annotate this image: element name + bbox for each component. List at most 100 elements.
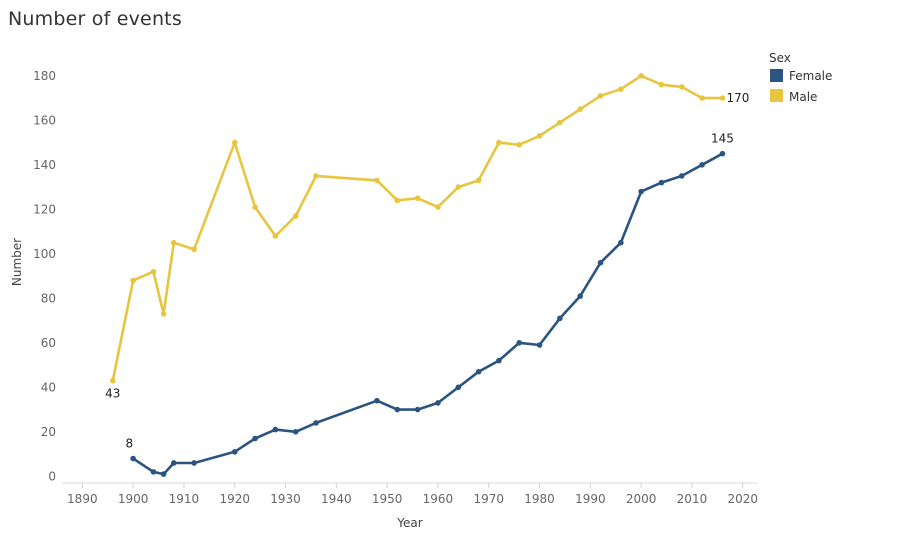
first-value-label-male: 43 (105, 387, 120, 401)
data-point-male[interactable] (678, 84, 685, 90)
data-point-female[interactable] (496, 357, 502, 364)
data-point-male[interactable] (414, 195, 421, 201)
legend: Sex Female Male (769, 51, 832, 104)
data-point-female[interactable] (191, 460, 197, 466)
data-point-female[interactable] (435, 400, 441, 406)
data-point-male[interactable] (150, 268, 157, 275)
data-point-female[interactable] (719, 150, 726, 157)
y-tick-label: 140 (33, 158, 56, 172)
x-tick-label: 1960 (423, 492, 454, 506)
data-point-male[interactable] (394, 197, 401, 204)
y-tick-label: 80 (41, 291, 56, 305)
data-point-female[interactable] (455, 384, 462, 391)
data-point-female[interactable] (658, 179, 665, 186)
y-tick-label: 160 (33, 113, 56, 127)
y-tick-label: 0 (48, 469, 56, 483)
data-labels: 8 145 43 170 (105, 91, 749, 450)
series-layer (110, 73, 726, 477)
data-point-male[interactable] (496, 139, 502, 146)
data-point-male[interactable] (160, 311, 167, 317)
data-point-female[interactable] (252, 435, 258, 442)
data-point-male[interactable] (577, 106, 583, 112)
x-tick-label: 1900 (118, 492, 149, 506)
data-point-female[interactable] (170, 460, 177, 466)
data-point-male[interactable] (272, 233, 279, 239)
data-point-male[interactable] (658, 81, 665, 88)
x-tick-label: 1940 (321, 492, 352, 506)
data-point-female[interactable] (699, 162, 705, 168)
legend-label-female[interactable]: Female (789, 69, 832, 83)
x-tick-label: 1980 (524, 492, 555, 506)
data-point-male[interactable] (455, 184, 462, 190)
data-point-male[interactable] (252, 204, 258, 210)
data-point-male[interactable] (618, 86, 624, 92)
x-axis-title: Year (396, 516, 422, 530)
data-point-female[interactable] (272, 426, 279, 433)
data-point-female[interactable] (577, 293, 583, 299)
series-line-female (131, 152, 724, 476)
data-point-female[interactable] (394, 406, 401, 413)
x-tick-label: 2020 (727, 492, 758, 506)
y-tick-label: 120 (33, 202, 56, 216)
legend-swatch-male (770, 89, 783, 102)
last-value-label-male: 170 (726, 91, 749, 105)
data-point-male[interactable] (699, 95, 705, 101)
x-tick-label: 1930 (270, 492, 301, 506)
data-point-female[interactable] (292, 429, 299, 435)
data-point-male[interactable] (292, 213, 299, 219)
legend-swatch-female (770, 69, 783, 82)
data-point-male[interactable] (536, 133, 543, 139)
data-point-female[interactable] (475, 368, 482, 375)
x-axis-ticks: 1890 1900 1910 1920 1930 1940 1950 1960 1970 1980… (67, 483, 758, 506)
data-point-female[interactable] (638, 188, 644, 195)
data-point-male[interactable] (110, 377, 116, 384)
data-point-female[interactable] (231, 449, 238, 455)
data-point-female[interactable] (678, 173, 685, 179)
data-point-female[interactable] (557, 315, 563, 322)
data-point-female[interactable] (536, 342, 543, 348)
x-tick-label: 1910 (169, 492, 200, 506)
y-axis-title: Number (10, 238, 24, 286)
x-tick-label: 1920 (219, 492, 250, 506)
first-value-label-female: 8 (125, 437, 133, 451)
data-point-female[interactable] (516, 340, 523, 346)
data-point-male[interactable] (719, 95, 726, 101)
y-axis-ticks: 0 20 40 60 80 100 120 140 160 180 (33, 69, 56, 484)
y-tick-label: 20 (41, 425, 56, 439)
data-point-male[interactable] (557, 119, 563, 126)
chart-title: Number of events (8, 8, 182, 30)
data-point-female[interactable] (597, 259, 604, 266)
last-value-label-female: 145 (711, 132, 734, 146)
data-point-female[interactable] (150, 469, 157, 475)
x-tick-label: 2010 (677, 492, 708, 506)
x-tick-label: 1890 (67, 492, 98, 506)
legend-label-male[interactable]: Male (789, 90, 817, 104)
data-point-male[interactable] (638, 73, 644, 79)
data-point-female[interactable] (374, 397, 380, 404)
data-point-female[interactable] (130, 455, 136, 462)
data-point-female[interactable] (414, 406, 421, 413)
data-point-male[interactable] (374, 177, 380, 184)
x-tick-label: 1970 (473, 492, 504, 506)
data-point-male[interactable] (170, 239, 177, 246)
x-tick-label: 2000 (626, 492, 657, 506)
x-tick-label: 1990 (575, 492, 606, 506)
data-point-male[interactable] (130, 277, 136, 284)
data-point-female[interactable] (618, 239, 624, 246)
data-point-male[interactable] (191, 246, 197, 253)
data-point-male[interactable] (475, 177, 482, 184)
data-point-male[interactable] (313, 173, 319, 179)
data-point-female[interactable] (160, 471, 167, 477)
data-point-male[interactable] (231, 139, 238, 146)
data-point-female[interactable] (313, 420, 319, 426)
data-point-male[interactable] (435, 204, 441, 210)
x-tick-label: 1950 (372, 492, 403, 506)
legend-title: Sex (769, 51, 791, 65)
data-point-male[interactable] (516, 141, 523, 148)
y-tick-label: 40 (41, 380, 56, 394)
y-tick-label: 180 (33, 69, 56, 83)
data-point-male[interactable] (597, 93, 604, 99)
y-tick-label: 60 (41, 336, 56, 350)
series-line-male (111, 74, 724, 382)
